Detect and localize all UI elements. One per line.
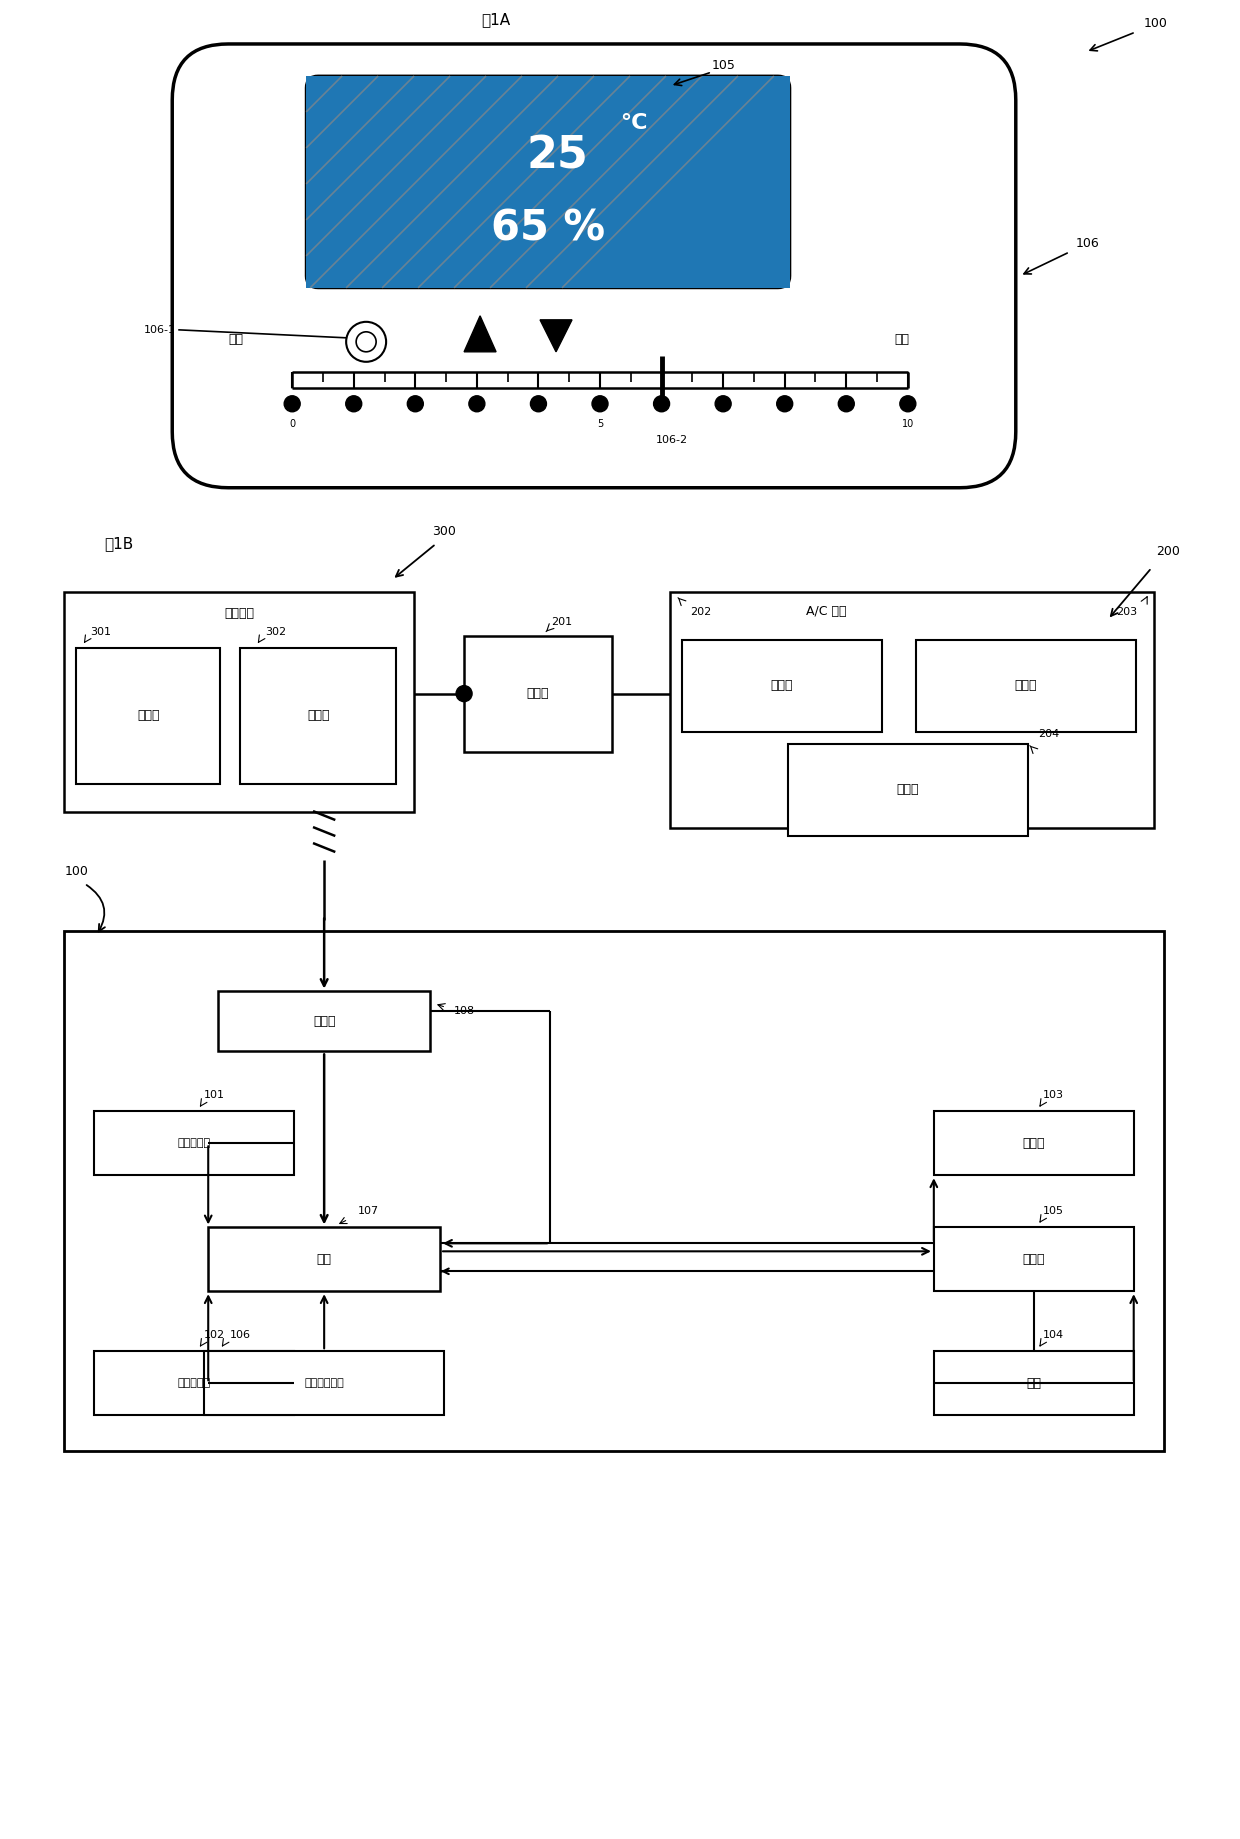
Text: 蒸发器: 蒸发器 (897, 783, 919, 796)
Text: 温度传感器: 温度传感器 (177, 1138, 211, 1148)
Text: 201: 201 (552, 616, 573, 627)
Text: 用户输入装置: 用户输入装置 (304, 1377, 343, 1388)
Text: 图1B: 图1B (104, 537, 134, 552)
Text: 显示器: 显示器 (1023, 1252, 1045, 1265)
Text: 0: 0 (289, 419, 295, 428)
Bar (934, 1227, 1133, 1291)
Text: 106: 106 (1076, 237, 1100, 250)
Circle shape (531, 395, 547, 412)
Bar (205, 1352, 444, 1416)
Text: 202: 202 (689, 607, 712, 616)
Bar (64, 592, 414, 811)
Circle shape (284, 395, 300, 412)
Polygon shape (464, 316, 496, 351)
Bar (934, 1352, 1133, 1416)
Text: 203: 203 (1116, 607, 1138, 616)
Bar (208, 1227, 440, 1291)
Text: 总线: 总线 (316, 1252, 331, 1265)
Text: 300: 300 (433, 526, 456, 539)
Text: 图1A: 图1A (481, 13, 511, 28)
Bar (787, 743, 1028, 835)
Text: A/C 单元: A/C 单元 (806, 605, 846, 618)
Text: 106-1: 106-1 (144, 326, 176, 335)
Circle shape (407, 395, 423, 412)
Text: 107: 107 (357, 1206, 378, 1216)
Bar (241, 647, 396, 783)
Text: 10: 10 (901, 419, 914, 428)
Text: 压缩机: 压缩机 (771, 679, 794, 691)
Bar (464, 636, 613, 752)
Bar (64, 932, 1163, 1451)
Circle shape (653, 395, 670, 412)
Text: 200: 200 (1156, 544, 1179, 559)
Text: 处理器: 处理器 (1023, 1137, 1045, 1149)
Circle shape (838, 395, 854, 412)
FancyBboxPatch shape (172, 44, 1016, 487)
Text: 106: 106 (229, 1330, 250, 1341)
Circle shape (715, 395, 732, 412)
Text: 301: 301 (89, 627, 110, 636)
Bar (306, 75, 790, 289)
Text: 经济: 经济 (228, 333, 244, 346)
Circle shape (469, 395, 485, 412)
Text: 内存: 内存 (1027, 1377, 1042, 1390)
Text: 控制阀: 控制阀 (1014, 679, 1037, 691)
Text: 舒适: 舒适 (894, 333, 909, 346)
Text: 湿度传感器: 湿度传感器 (177, 1377, 211, 1388)
Bar (94, 1352, 294, 1416)
Circle shape (900, 395, 916, 412)
Bar (94, 1111, 294, 1175)
Text: 加热单元: 加热单元 (224, 607, 254, 620)
Text: 100: 100 (1143, 18, 1168, 31)
Text: 控制器: 控制器 (312, 1015, 335, 1028)
FancyBboxPatch shape (306, 75, 790, 289)
Text: 108: 108 (454, 1006, 475, 1017)
Text: 106-2: 106-2 (656, 434, 688, 445)
Text: 25: 25 (527, 134, 589, 178)
Text: 蒸发器: 蒸发器 (136, 710, 160, 723)
Circle shape (776, 395, 792, 412)
Bar (934, 1111, 1133, 1175)
Text: 302: 302 (265, 627, 286, 636)
Text: 105: 105 (1043, 1206, 1064, 1216)
Text: 204: 204 (1038, 728, 1059, 739)
Bar (218, 991, 430, 1052)
Text: 100: 100 (64, 864, 88, 877)
Text: 5: 5 (596, 419, 603, 428)
Circle shape (346, 395, 362, 412)
Text: 101: 101 (203, 1091, 224, 1100)
Circle shape (346, 322, 386, 362)
Text: 102: 102 (203, 1330, 224, 1341)
Text: 继电器: 继电器 (527, 688, 549, 701)
Bar (916, 640, 1136, 732)
Bar (682, 640, 882, 732)
Text: 104: 104 (1043, 1330, 1064, 1341)
Text: °C: °C (620, 112, 647, 132)
Bar (670, 592, 1153, 828)
Polygon shape (541, 320, 572, 351)
Circle shape (456, 686, 472, 702)
Text: 103: 103 (1043, 1091, 1064, 1100)
Text: 65 %: 65 % (491, 208, 605, 250)
Circle shape (591, 395, 608, 412)
Text: 加热炉: 加热炉 (308, 710, 330, 723)
Text: 105: 105 (712, 59, 735, 72)
Bar (77, 647, 221, 783)
